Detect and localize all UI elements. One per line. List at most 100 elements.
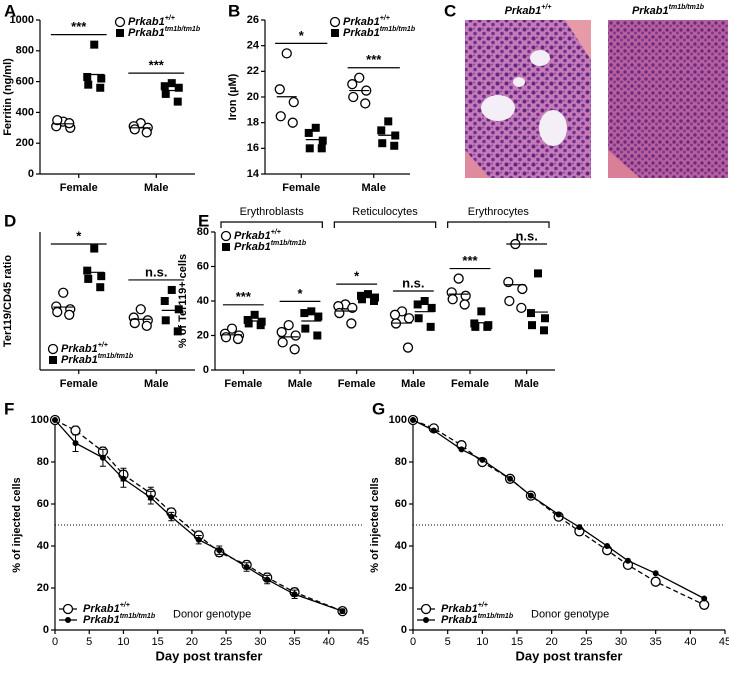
fat-cell xyxy=(481,95,515,121)
y-tick-label: 100 xyxy=(31,414,49,426)
y-tick-label: 40 xyxy=(37,540,49,552)
y-tick-label: 800 xyxy=(16,45,34,57)
point xyxy=(129,317,140,329)
y-tick-label: 1000 xyxy=(10,14,34,26)
y-tick-label: 80 xyxy=(37,456,49,468)
point xyxy=(307,307,316,316)
point xyxy=(173,327,182,336)
point xyxy=(528,321,536,330)
y-tick-label: 60 xyxy=(37,498,49,510)
x-tick-label: 25 xyxy=(580,636,592,648)
x-tick-label: Male xyxy=(401,378,425,390)
bone-edge xyxy=(608,150,640,178)
x-tick-label: Male xyxy=(362,182,386,194)
x-axis-label: Day post transfer xyxy=(516,648,623,663)
significance-label: *** xyxy=(462,253,478,268)
x-tick-label: Male xyxy=(514,378,538,390)
y-tick-label: 26 xyxy=(247,14,259,26)
point xyxy=(347,79,358,90)
point xyxy=(504,295,515,307)
y-axis-label: % of injected cells xyxy=(369,477,381,572)
point xyxy=(347,302,358,314)
significance-label: * xyxy=(299,28,305,43)
point xyxy=(527,309,535,318)
y-tick-label: 0 xyxy=(28,168,34,180)
y-tick-label: 18 xyxy=(247,117,259,129)
point xyxy=(384,117,393,126)
point xyxy=(287,117,298,128)
y-tick-label: 22 xyxy=(247,65,259,77)
x-tick-label: 45 xyxy=(719,636,729,648)
point xyxy=(370,297,378,305)
point xyxy=(604,543,611,549)
point xyxy=(96,83,105,92)
panel-label: C xyxy=(444,1,456,20)
point xyxy=(311,123,320,132)
significance-label: n.s. xyxy=(515,228,537,243)
x-tick-label: 40 xyxy=(684,636,696,648)
point xyxy=(161,89,170,98)
panel-label: D xyxy=(4,211,16,230)
legend-marker xyxy=(220,230,232,242)
point xyxy=(403,313,415,324)
point xyxy=(624,557,631,564)
y-tick-label: 20 xyxy=(247,91,259,103)
point xyxy=(318,136,327,145)
y-tick-label: 0 xyxy=(203,364,209,376)
point xyxy=(264,576,271,583)
series-line xyxy=(412,419,705,606)
point xyxy=(477,307,486,316)
panel-label: B xyxy=(228,1,240,20)
x-tick-label: Female xyxy=(60,378,98,390)
histology-image xyxy=(608,20,728,178)
significance-label: n.s. xyxy=(402,275,424,290)
image-caption: Prkab1tm1b/tm1b xyxy=(632,4,705,17)
point xyxy=(84,274,93,283)
y-axis-label: Ter119/CD45 ratio xyxy=(2,255,14,347)
point xyxy=(479,456,486,463)
point xyxy=(52,114,63,126)
point xyxy=(447,294,458,305)
point xyxy=(129,124,140,135)
point xyxy=(275,111,286,122)
x-tick-label: 40 xyxy=(323,636,335,648)
point xyxy=(274,84,285,95)
legend-marker xyxy=(114,16,126,28)
x-tick-label: 35 xyxy=(650,636,662,648)
significance-label: n.s. xyxy=(145,264,167,279)
x-tick-label: 10 xyxy=(117,636,129,648)
y-tick-label: 20 xyxy=(395,582,407,594)
point xyxy=(541,314,549,323)
legend-label: Prkab1+/+ xyxy=(343,15,390,28)
point xyxy=(97,272,106,281)
point xyxy=(453,273,464,284)
point xyxy=(90,40,99,49)
significance-label: * xyxy=(354,269,360,284)
x-tick-label: 30 xyxy=(615,636,627,648)
point xyxy=(58,287,69,298)
point xyxy=(160,82,169,91)
point xyxy=(334,307,345,319)
point xyxy=(430,427,437,434)
group-label: Erythroblasts xyxy=(240,206,305,218)
x-tick-label: 30 xyxy=(254,636,266,648)
x-tick-label: 15 xyxy=(152,636,164,648)
point xyxy=(135,304,146,315)
point xyxy=(301,324,310,333)
x-tick-label: 5 xyxy=(86,636,92,648)
point xyxy=(390,141,399,150)
x-tick-label: 10 xyxy=(476,636,488,648)
y-tick-label: 80 xyxy=(197,226,209,238)
legend-label: Prkab1+/+ xyxy=(61,342,108,355)
legend-label: Prkab1tm1b/tm1b xyxy=(234,240,307,253)
legend-title: Donor genotype xyxy=(531,608,609,620)
point xyxy=(52,306,63,318)
significance-label: *** xyxy=(366,52,382,67)
x-tick-label: Female xyxy=(224,378,262,390)
x-tick-label: 0 xyxy=(410,636,416,648)
bone-edge xyxy=(465,150,490,178)
point xyxy=(304,128,313,137)
point xyxy=(300,309,309,318)
y-tick-label: 80 xyxy=(395,456,407,468)
point xyxy=(471,322,480,331)
